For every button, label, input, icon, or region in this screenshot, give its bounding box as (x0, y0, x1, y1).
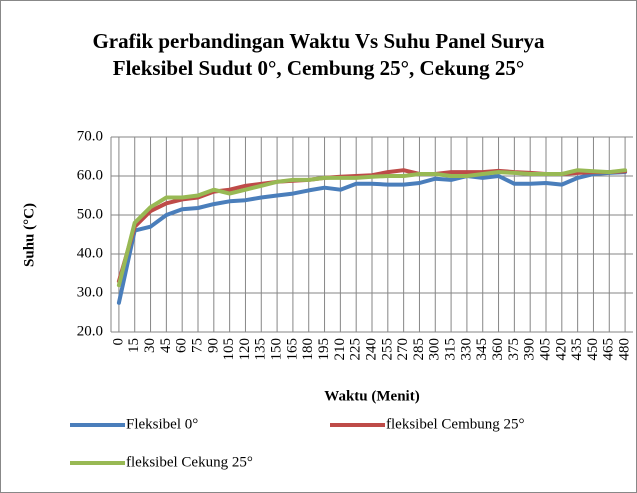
x-tick-label: 45 (158, 338, 174, 353)
x-axis-title: Waktu (Menit) (324, 388, 419, 404)
y-tick-label: 40.0 (77, 245, 103, 261)
x-tick-label: 270 (395, 338, 411, 361)
x-tick-label: 360 (490, 338, 506, 361)
x-tick-label: 90 (205, 338, 221, 353)
y-tick-label: 60.0 (77, 167, 103, 183)
legend-label: Fleksibel 0° (126, 416, 198, 432)
x-tick-label: 0 (110, 338, 126, 346)
x-tick-label: 210 (332, 338, 348, 361)
x-tick-label: 480 (617, 338, 633, 361)
x-tick-label: 135 (253, 338, 269, 361)
x-tick-label: 60 (174, 338, 190, 353)
x-tick-label: 30 (142, 338, 158, 353)
legend-label: fleksibel Cembung 25° (386, 416, 524, 432)
x-tick-label: 420 (553, 338, 569, 361)
y-axis-title: Suhu (°C) (21, 203, 37, 267)
x-tick-label: 255 (379, 338, 395, 361)
y-tick-label: 70.0 (77, 128, 103, 144)
y-tick-label: 50.0 (77, 206, 103, 222)
x-tick-label: 15 (126, 338, 142, 353)
line-series (116, 168, 628, 288)
x-tick-label: 225 (348, 338, 364, 361)
legend-label: fleksibel Cekung 25° (126, 454, 253, 470)
x-tick-label: 300 (427, 338, 443, 361)
y-tick-label: 30.0 (77, 284, 103, 300)
y-tick-label: 20.0 (77, 323, 103, 339)
line-series (116, 170, 628, 305)
x-tick-label: 375 (506, 338, 522, 361)
x-tick-label: 465 (601, 338, 617, 361)
x-tick-label: 315 (443, 338, 459, 361)
x-tick-label: 390 (522, 338, 538, 361)
x-tick-label: 405 (537, 338, 553, 361)
x-tick-label: 330 (458, 338, 474, 361)
x-tick-label: 105 (221, 338, 237, 361)
chart-title: Grafik perbandingan Waktu Vs Suhu Panel … (92, 29, 545, 80)
x-tick-label: 240 (363, 338, 379, 361)
x-tick-label: 75 (189, 338, 205, 353)
x-tick-label: 450 (585, 338, 601, 361)
x-tick-label: 345 (474, 338, 490, 361)
x-tick-label: 195 (316, 338, 332, 361)
x-tick-label: 180 (300, 338, 316, 361)
x-tick-label: 435 (569, 338, 585, 361)
x-tick-label: 150 (269, 338, 285, 361)
x-tick-label: 120 (237, 338, 253, 361)
x-tick-label: 285 (411, 338, 427, 361)
x-tick-label: 165 (284, 338, 300, 361)
